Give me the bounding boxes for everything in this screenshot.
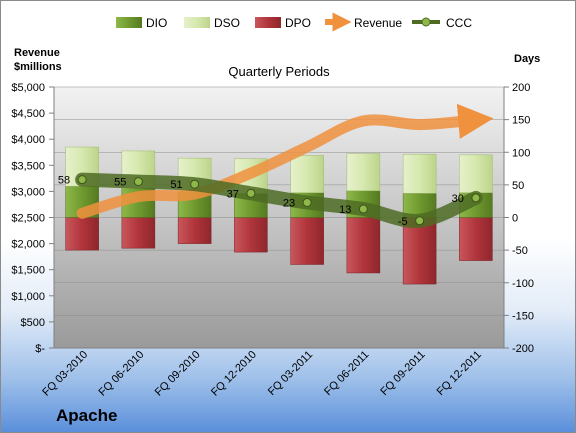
ccc-point <box>133 177 143 187</box>
ccc-data-label: 23 <box>283 197 295 209</box>
bar-dso <box>459 154 493 193</box>
right-tick-label: -100 <box>512 278 534 290</box>
left-tick-label: $500 <box>21 317 45 329</box>
right-tick-label: 50 <box>512 180 524 192</box>
ccc-line <box>75 172 483 228</box>
right-tick-label: 200 <box>512 82 530 94</box>
bar-dpo <box>177 217 212 244</box>
legend: DIO DSO DPO Revenue CCC <box>116 12 472 32</box>
bar-dpo <box>65 217 99 251</box>
right-tick-label: -200 <box>512 343 534 355</box>
ccc-data-label: 58 <box>58 175 70 187</box>
ccc-point <box>358 204 368 214</box>
bar-dpo <box>459 217 493 261</box>
right-tick-labels: -200 -150 -100 -50 0 50 100 150 200 <box>504 82 534 355</box>
right-axis-title: Days <box>514 53 540 65</box>
left-tick-label: $4,500 <box>11 108 45 120</box>
left-axis-title-line1: Revenue <box>14 47 60 59</box>
x-tick-label: FQ 09-2011 <box>378 349 427 398</box>
left-tick-label: $1,500 <box>11 265 45 277</box>
right-tick-label: -150 <box>512 310 534 322</box>
ccc-data-label: 37 <box>227 188 239 200</box>
x-tick-label: FQ 09-2010 <box>153 349 203 399</box>
legend-label-dio: DIO <box>146 16 167 30</box>
bar-dpo <box>346 217 381 274</box>
ccc-point <box>471 193 481 203</box>
x-tick-label: FQ 12-2010 <box>209 349 259 399</box>
legend-swatch-ccc-marker <box>421 17 431 27</box>
left-tick-label: $3,000 <box>11 186 45 198</box>
legend-label-dpo: DPO <box>285 16 311 30</box>
chart-subtitle: Quarterly Periods <box>228 64 330 79</box>
ccc-point <box>190 179 200 189</box>
right-tick-label: 100 <box>512 147 530 159</box>
left-tick-label: $1,000 <box>11 291 45 303</box>
left-tick-label: $2,500 <box>11 213 45 225</box>
x-tick-label: FQ 12-2011 <box>435 349 484 398</box>
ccc-point <box>302 197 312 207</box>
bar-dso <box>402 153 437 194</box>
revenue-line <box>76 103 494 219</box>
x-tick-label: FQ 06-2010 <box>97 349 147 399</box>
bar-dpo <box>290 217 324 265</box>
left-axis-title-line2: $millions <box>14 61 62 73</box>
right-tick-label: 0 <box>512 213 518 225</box>
legend-swatch-dio <box>116 17 142 28</box>
bar-dso <box>290 155 324 193</box>
x-tick-labels: FQ 03-2010 FQ 06-2010 FQ 09-2010 FQ 12-2010… <box>40 349 484 399</box>
x-tick-label: FQ 03-2011 <box>266 349 315 398</box>
ccc-layer: 58 55 51 37 23 13 -5 30 <box>58 172 483 228</box>
legend-label-dso: DSO <box>214 16 240 30</box>
legend-label-ccc: CCC <box>446 16 472 30</box>
left-tick-label: $3,500 <box>11 160 45 172</box>
bar-dpo <box>121 217 156 249</box>
left-tick-labels: $- $500 $1,000 $1,500 $2,000 $2,500 $3,000 $3,5… <box>11 82 54 355</box>
bar-dpo <box>402 217 437 285</box>
ccc-data-label: 51 <box>170 179 182 191</box>
left-tick-label: $4,000 <box>11 134 45 146</box>
company-name: Apache <box>56 406 117 425</box>
ccc-point <box>415 216 425 226</box>
right-tick-label: 150 <box>512 115 530 127</box>
bar-dso <box>346 153 381 191</box>
x-tick-label: FQ 03-2010 <box>40 349 90 399</box>
ccc-data-label: 55 <box>114 177 126 189</box>
bar-dpo <box>234 217 268 253</box>
right-tick-label: -50 <box>512 245 528 257</box>
legend-swatch-dpo <box>255 17 281 28</box>
ccc-point <box>77 175 87 185</box>
ccc-point <box>246 188 256 198</box>
ccc-data-label: 13 <box>339 204 351 216</box>
x-tick-label: FQ 06-2011 <box>322 349 371 398</box>
left-tick-label: $2,000 <box>11 239 45 251</box>
ccc-data-label: -5 <box>398 216 408 228</box>
legend-label-revenue: Revenue <box>354 16 402 30</box>
left-tick-label: $- <box>35 343 45 355</box>
revenue-layer <box>76 103 494 219</box>
left-tick-label: $5,000 <box>11 82 45 94</box>
legend-swatch-dso <box>184 17 210 28</box>
ccc-data-label: 30 <box>452 193 464 205</box>
